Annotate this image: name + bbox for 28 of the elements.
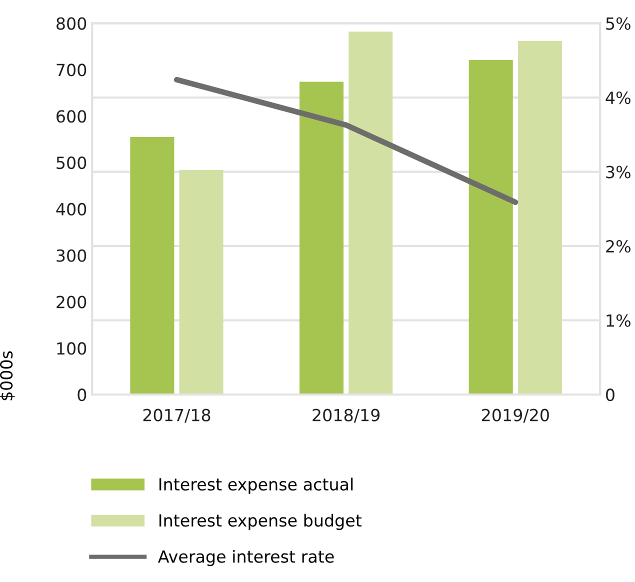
bar	[468, 60, 513, 395]
legend-label: Interest expense actual	[160, 478, 353, 494]
x-tick-label: 2018/19	[312, 408, 380, 423]
y-tick-label: 200	[56, 296, 86, 308]
y-tick-label: 800	[56, 17, 86, 30]
y2-tick-label: 4%	[606, 92, 630, 104]
x-tick-label: 2017/18	[143, 408, 210, 423]
y2-tick-label: 3%	[606, 166, 630, 178]
y-tick-label: 100	[57, 342, 86, 355]
y-axis-title: $000s	[0, 351, 15, 400]
bar	[518, 40, 562, 395]
bar	[348, 32, 393, 395]
bar	[300, 82, 344, 395]
bar	[179, 170, 224, 395]
y-tick-label: 400	[56, 202, 86, 216]
y2-tick-label: 2%	[606, 240, 630, 253]
y-tick-label: 500	[56, 156, 86, 170]
legend-label: Average interest rate	[158, 550, 334, 566]
y-tick-label: 300	[56, 249, 86, 262]
y2-tick-label: 5%	[606, 17, 630, 30]
y-tick-label: 0	[78, 388, 86, 402]
y-tick-label: 700	[56, 64, 86, 76]
legend-label: Interest expense budget	[160, 514, 362, 530]
y2-tick-label: 1%	[606, 314, 630, 327]
y2-tick-label: 0	[606, 388, 614, 402]
y-tick-label: 600	[56, 110, 86, 123]
bar	[130, 136, 174, 395]
x-tick-label: 2019/20	[482, 408, 549, 423]
